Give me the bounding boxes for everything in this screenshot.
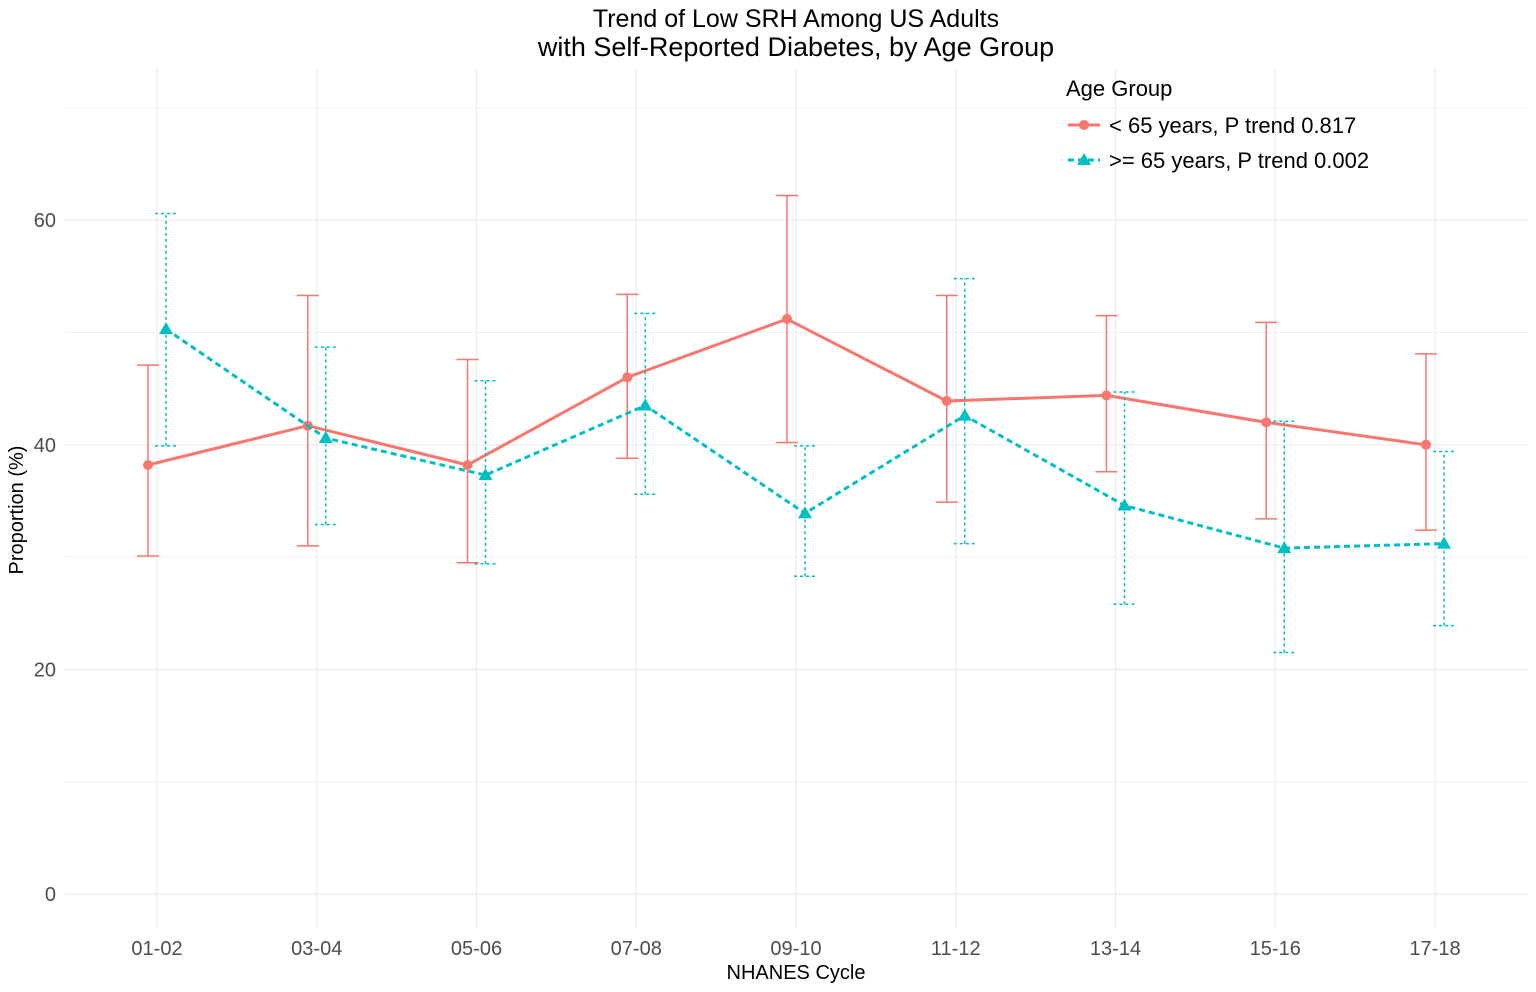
x-tick-label: 03-04 [291,938,342,960]
y-tick-label: 60 [34,210,56,232]
error-bar [1113,391,1136,606]
y-tick-label: 0 [45,884,56,906]
y-tick-label: 40 [34,435,56,457]
data-point [622,372,633,383]
x-tick-label: 05-06 [451,938,502,960]
error-bar [1433,450,1455,627]
grid [65,68,1528,928]
data-point [462,460,473,471]
x-tick-label: 13-14 [1090,938,1141,960]
legend-marker [1077,153,1091,165]
data-point [1437,536,1451,549]
x-tick-label: 01-02 [131,938,182,960]
x-axis-title: NHANES Cycle [727,962,866,984]
chart-title-line-1: Trend of Low SRH Among US Adults [593,5,999,33]
series-2 [155,212,1455,654]
legend-label: < 65 years, P trend 0.817 [1109,113,1356,138]
error-bar [1273,420,1296,654]
series-1 [137,194,1437,564]
legend-item-1: < 65 years, P trend 0.817 [1068,113,1356,138]
chart-title-line-2: with Self-Reported Diabetes, by Age Grou… [537,32,1054,62]
series [137,194,1455,654]
axes: 0 20 40 60 01-02 03-04 05-06 07-08 09-10 11-12 13-… [34,210,1461,960]
data-point [941,396,952,407]
data-point [159,322,173,335]
data-point [638,398,653,411]
legend-label: >= 65 years, P trend 0.002 [1109,148,1369,173]
x-tick-label: 07-08 [611,938,662,960]
data-point [1277,541,1292,554]
error-bar [296,294,319,547]
data-point [957,408,972,421]
data-point [782,314,792,325]
legend-title: Age Group [1066,76,1172,101]
legend: Age Group < 65 years, P trend 0.817 >= 65… [1066,76,1369,173]
y-axis-title: Proportion (%) [6,446,28,575]
x-tick-label: 11-12 [931,938,981,960]
data-point [1261,417,1272,428]
legend-marker [1079,120,1089,130]
x-tick-label: 17-18 [1409,938,1460,960]
y-tick-label: 20 [34,659,56,681]
legend-item-2: >= 65 years, P trend 0.002 [1068,148,1369,173]
data-point [798,506,812,519]
data-point [143,460,153,471]
data-point [1101,390,1112,401]
data-point [1421,439,1431,450]
data-point [318,431,333,444]
data-point [478,468,493,481]
error-bar [794,445,816,577]
data-point [1117,498,1132,511]
error-bar [314,346,337,526]
x-tick-label: 15-16 [1250,938,1301,960]
x-tick-label: 09-10 [770,938,821,960]
